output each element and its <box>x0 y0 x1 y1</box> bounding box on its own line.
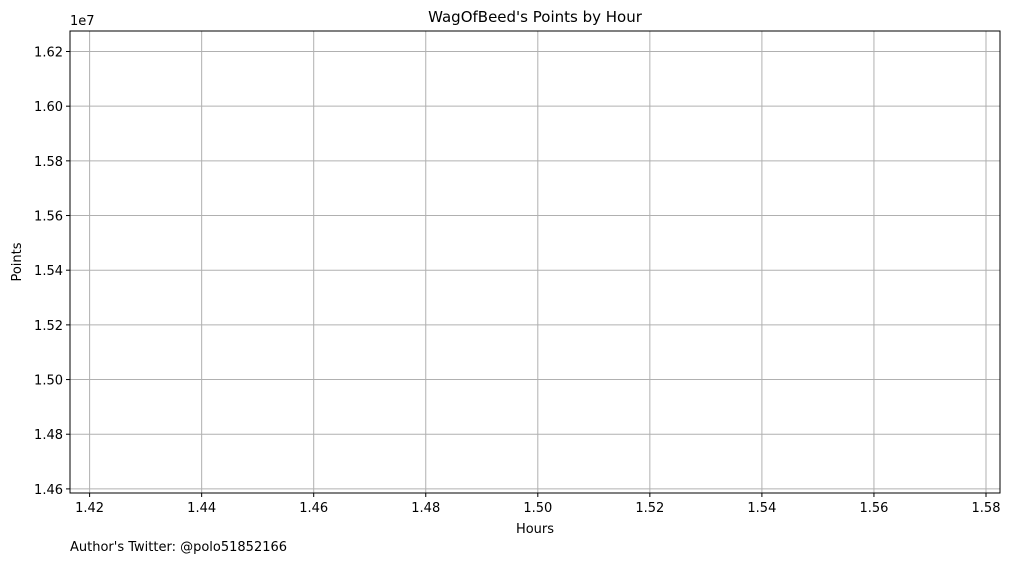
plot-frame <box>69 30 1001 494</box>
y-tick-label: 1.52 <box>34 319 63 334</box>
x-axis: 1.42 1.44 1.46 1.48 1.50 1.52 1.54 1.56 1.58 <box>75 493 1000 516</box>
chart-title: WagOfBeed's Points by Hour <box>428 8 643 26</box>
y-axis-title: Points <box>10 242 25 281</box>
x-tick-label: 1.42 <box>75 501 104 516</box>
y-tick-label: 1.58 <box>34 155 63 170</box>
x-tick-label: 1.48 <box>411 501 440 516</box>
x-tick-label: 1.52 <box>635 501 664 516</box>
x-tick-label: 1.54 <box>747 501 776 516</box>
x-tick-label: 1.44 <box>187 501 216 516</box>
x-axis-title: Hours <box>516 522 554 537</box>
x-tick-label: 1.46 <box>299 501 328 516</box>
x-tick-label: 1.58 <box>972 501 1001 516</box>
y-tick-label: 1.60 <box>34 100 63 115</box>
grid <box>70 31 1000 493</box>
y-tick-label: 1.46 <box>34 483 63 498</box>
y-tick-label: 1.56 <box>34 210 63 225</box>
y-offset-label: 1e7 <box>70 14 95 29</box>
y-tick-label: 1.48 <box>34 428 63 443</box>
x-tick-label: 1.50 <box>523 501 552 516</box>
y-axis: 1.46 1.48 1.50 1.52 1.54 1.56 1.58 1.60 1.62 <box>34 46 70 498</box>
x-tick-label: 1.56 <box>859 501 888 516</box>
y-tick-label: 1.54 <box>34 264 63 279</box>
y-tick-label: 1.62 <box>34 46 63 61</box>
y-tick-label: 1.50 <box>34 374 63 389</box>
author-caption: Author's Twitter: @polo51852166 <box>70 540 287 555</box>
